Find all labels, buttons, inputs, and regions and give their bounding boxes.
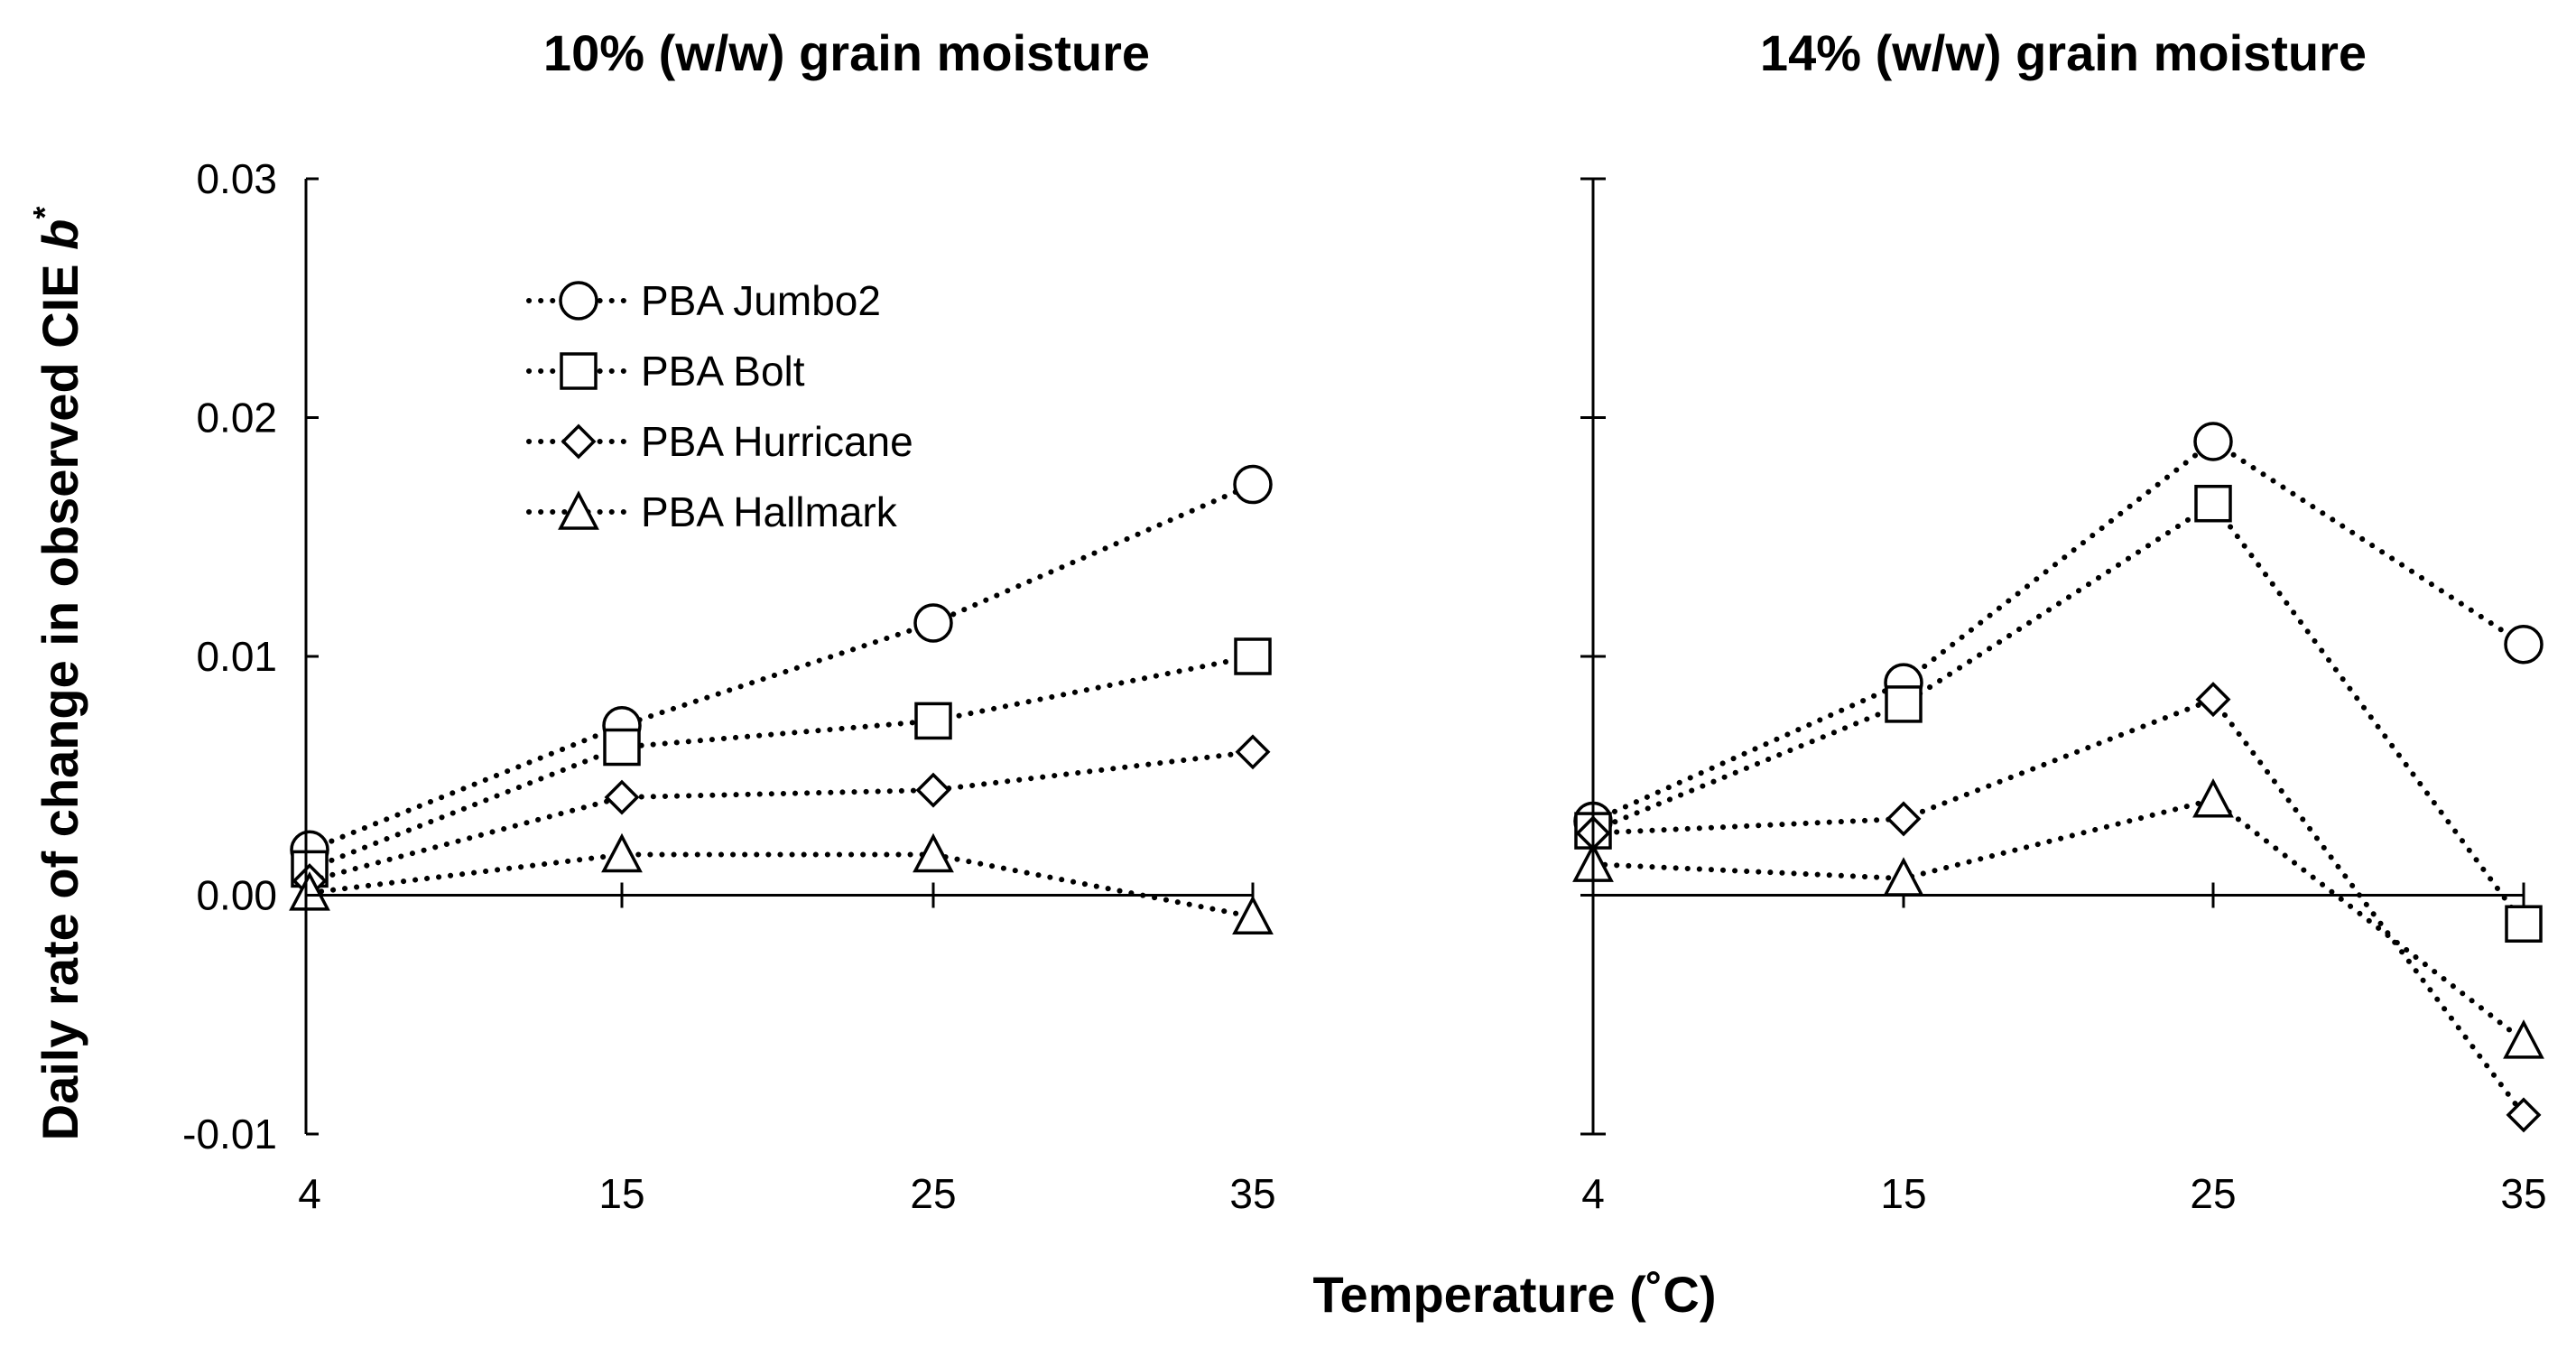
legend-label: PBA Hurricane [641,418,913,465]
data-point-pba-hallmark [2192,777,2234,818]
y-tick-label: 0.00 [196,872,277,919]
x-axis-ticks-panel-1: 4 15 25 35 [298,882,1276,1217]
x-axis-title: Temperature (˚C) [1312,1266,1716,1323]
series-line-pba-bolt [307,654,1256,872]
data-point-pba-bolt [2194,484,2232,523]
series-pba-hallmark [289,832,1274,935]
x-tick-label: 35 [1229,1170,1275,1217]
data-point-pba-hallmark [2503,1019,2544,1059]
panel-10pct-moisture: 10% (w/w) grain moisture 4 15 25 35 -0.01 0.… [182,24,1275,1217]
legend-label: PBA Bolt [641,348,805,395]
legend-item-pba-hurricane: PBA Hurricane [526,418,913,465]
data-point-pba-hurricane [604,779,640,815]
data-point-pba-bolt [2505,905,2543,943]
data-point-pba-jumbo2 [2504,625,2544,665]
y-tick-label: 0.02 [196,395,277,442]
legend-label: PBA Jumbo2 [641,277,881,324]
series-line-pba-hallmark [307,851,1256,920]
panel-title-14pct: 14% (w/w) grain moisture [1760,24,2367,81]
series-pba-jumbo2 [1573,422,2544,841]
y-axis-title-main: Daily rate of change in observed CIE [32,250,88,1141]
series-line-pba-hurricane [1590,695,2526,1118]
y-tick-label: -0.01 [182,1111,277,1157]
series-line-pba-hurricane [307,748,1256,884]
series-line-pba-bolt [1590,499,2526,927]
data-point-pba-hurricane [2195,682,2231,718]
series-pba-hallmark [1572,777,2544,1059]
data-point-pba-jumbo2 [1233,464,1273,505]
data-point-pba-hallmark [1232,895,1274,935]
legend-item-pba-hallmark: PBA Hallmark [526,488,898,535]
legend-marker-square-icon [560,352,598,390]
legend-marker-diamond-icon [561,423,597,460]
y-axis-ticks-panel-1: -0.01 0.00 0.01 0.02 0.03 [182,155,319,1157]
x-tick-label: 4 [1581,1170,1605,1217]
x-tick-label: 15 [1880,1170,1926,1217]
y-axis-title: Daily rate of change in observed CIE b* [26,207,88,1141]
series-line-pba-jumbo2 [1590,438,2526,824]
legend-marker-triangle-icon [558,490,599,530]
x-tick-label: 25 [910,1170,956,1217]
series-pba-hurricane [1575,682,2542,1133]
y-axis-title-superscript: * [26,207,63,219]
legend: PBA Jumbo2 PBA Bolt PBA Hurricane PBA Hallm… [526,277,913,535]
x-tick-label: 35 [2500,1170,2546,1217]
legend-label: PBA Hallmark [641,488,898,535]
series-layer-panel-2 [1572,422,2544,1133]
x-tick-label: 25 [2190,1170,2236,1217]
data-point-pba-hurricane [1235,734,1271,770]
panel-14pct-moisture: 14% (w/w) grain moisture 4 15 25 35 [1572,24,2547,1217]
panel-title-10pct: 10% (w/w) grain moisture [543,24,1150,81]
x-tick-label: 4 [298,1170,321,1217]
data-point-pba-bolt [1234,637,1272,675]
data-point-pba-bolt [1885,685,1923,723]
x-axis-ticks-panel-2: 4 15 25 35 [1581,882,2547,1217]
data-point-pba-hallmark [913,832,954,873]
data-point-pba-hallmark [289,871,330,911]
data-point-pba-jumbo2 [913,603,953,643]
legend-marker-circle-icon [559,281,598,321]
y-axis-title-italic: b [32,219,88,250]
data-point-pba-bolt [914,702,952,740]
x-tick-label: 15 [598,1170,644,1217]
series-layer-panel-1 [289,464,1274,935]
data-point-pba-hurricane [1886,801,1922,837]
series-pba-bolt [291,637,1272,888]
y-tick-label: 0.01 [196,633,277,680]
data-point-pba-bolt [603,728,641,767]
data-point-pba-hallmark [601,832,643,873]
y-tick-label: 0.03 [196,155,277,202]
data-point-pba-hurricane [2506,1097,2542,1133]
legend-item-pba-bolt: PBA Bolt [526,348,805,395]
data-point-pba-hurricane [915,772,951,808]
series-line-pba-hallmark [1590,796,2526,1044]
series-pba-bolt [1574,484,2543,943]
legend-item-pba-jumbo2: PBA Jumbo2 [526,277,881,324]
data-point-pba-jumbo2 [2193,422,2233,461]
series-line-pba-jumbo2 [307,481,1256,853]
